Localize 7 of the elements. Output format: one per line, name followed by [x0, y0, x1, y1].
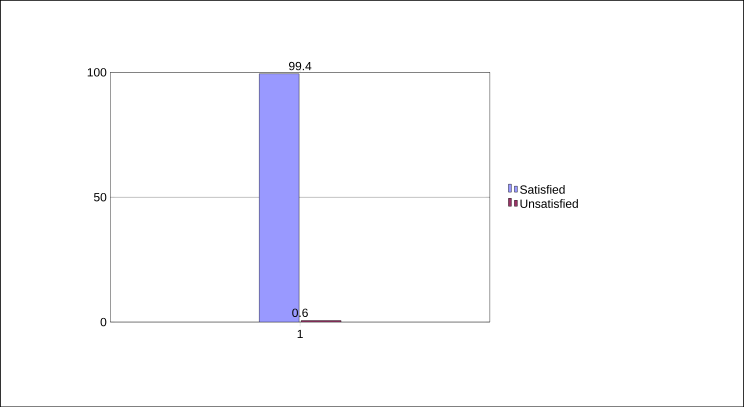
y-tick-label: 0 [100, 318, 106, 326]
x-tick-label: 1 [298, 330, 303, 338]
data-label: 99.4 [289, 62, 312, 70]
legend-label: Unsatisfied [520, 199, 578, 208]
legend-label: Satisfied [520, 184, 565, 194]
y-tick-label: 100 [88, 68, 106, 76]
y-tick-label: 50 [94, 192, 106, 202]
